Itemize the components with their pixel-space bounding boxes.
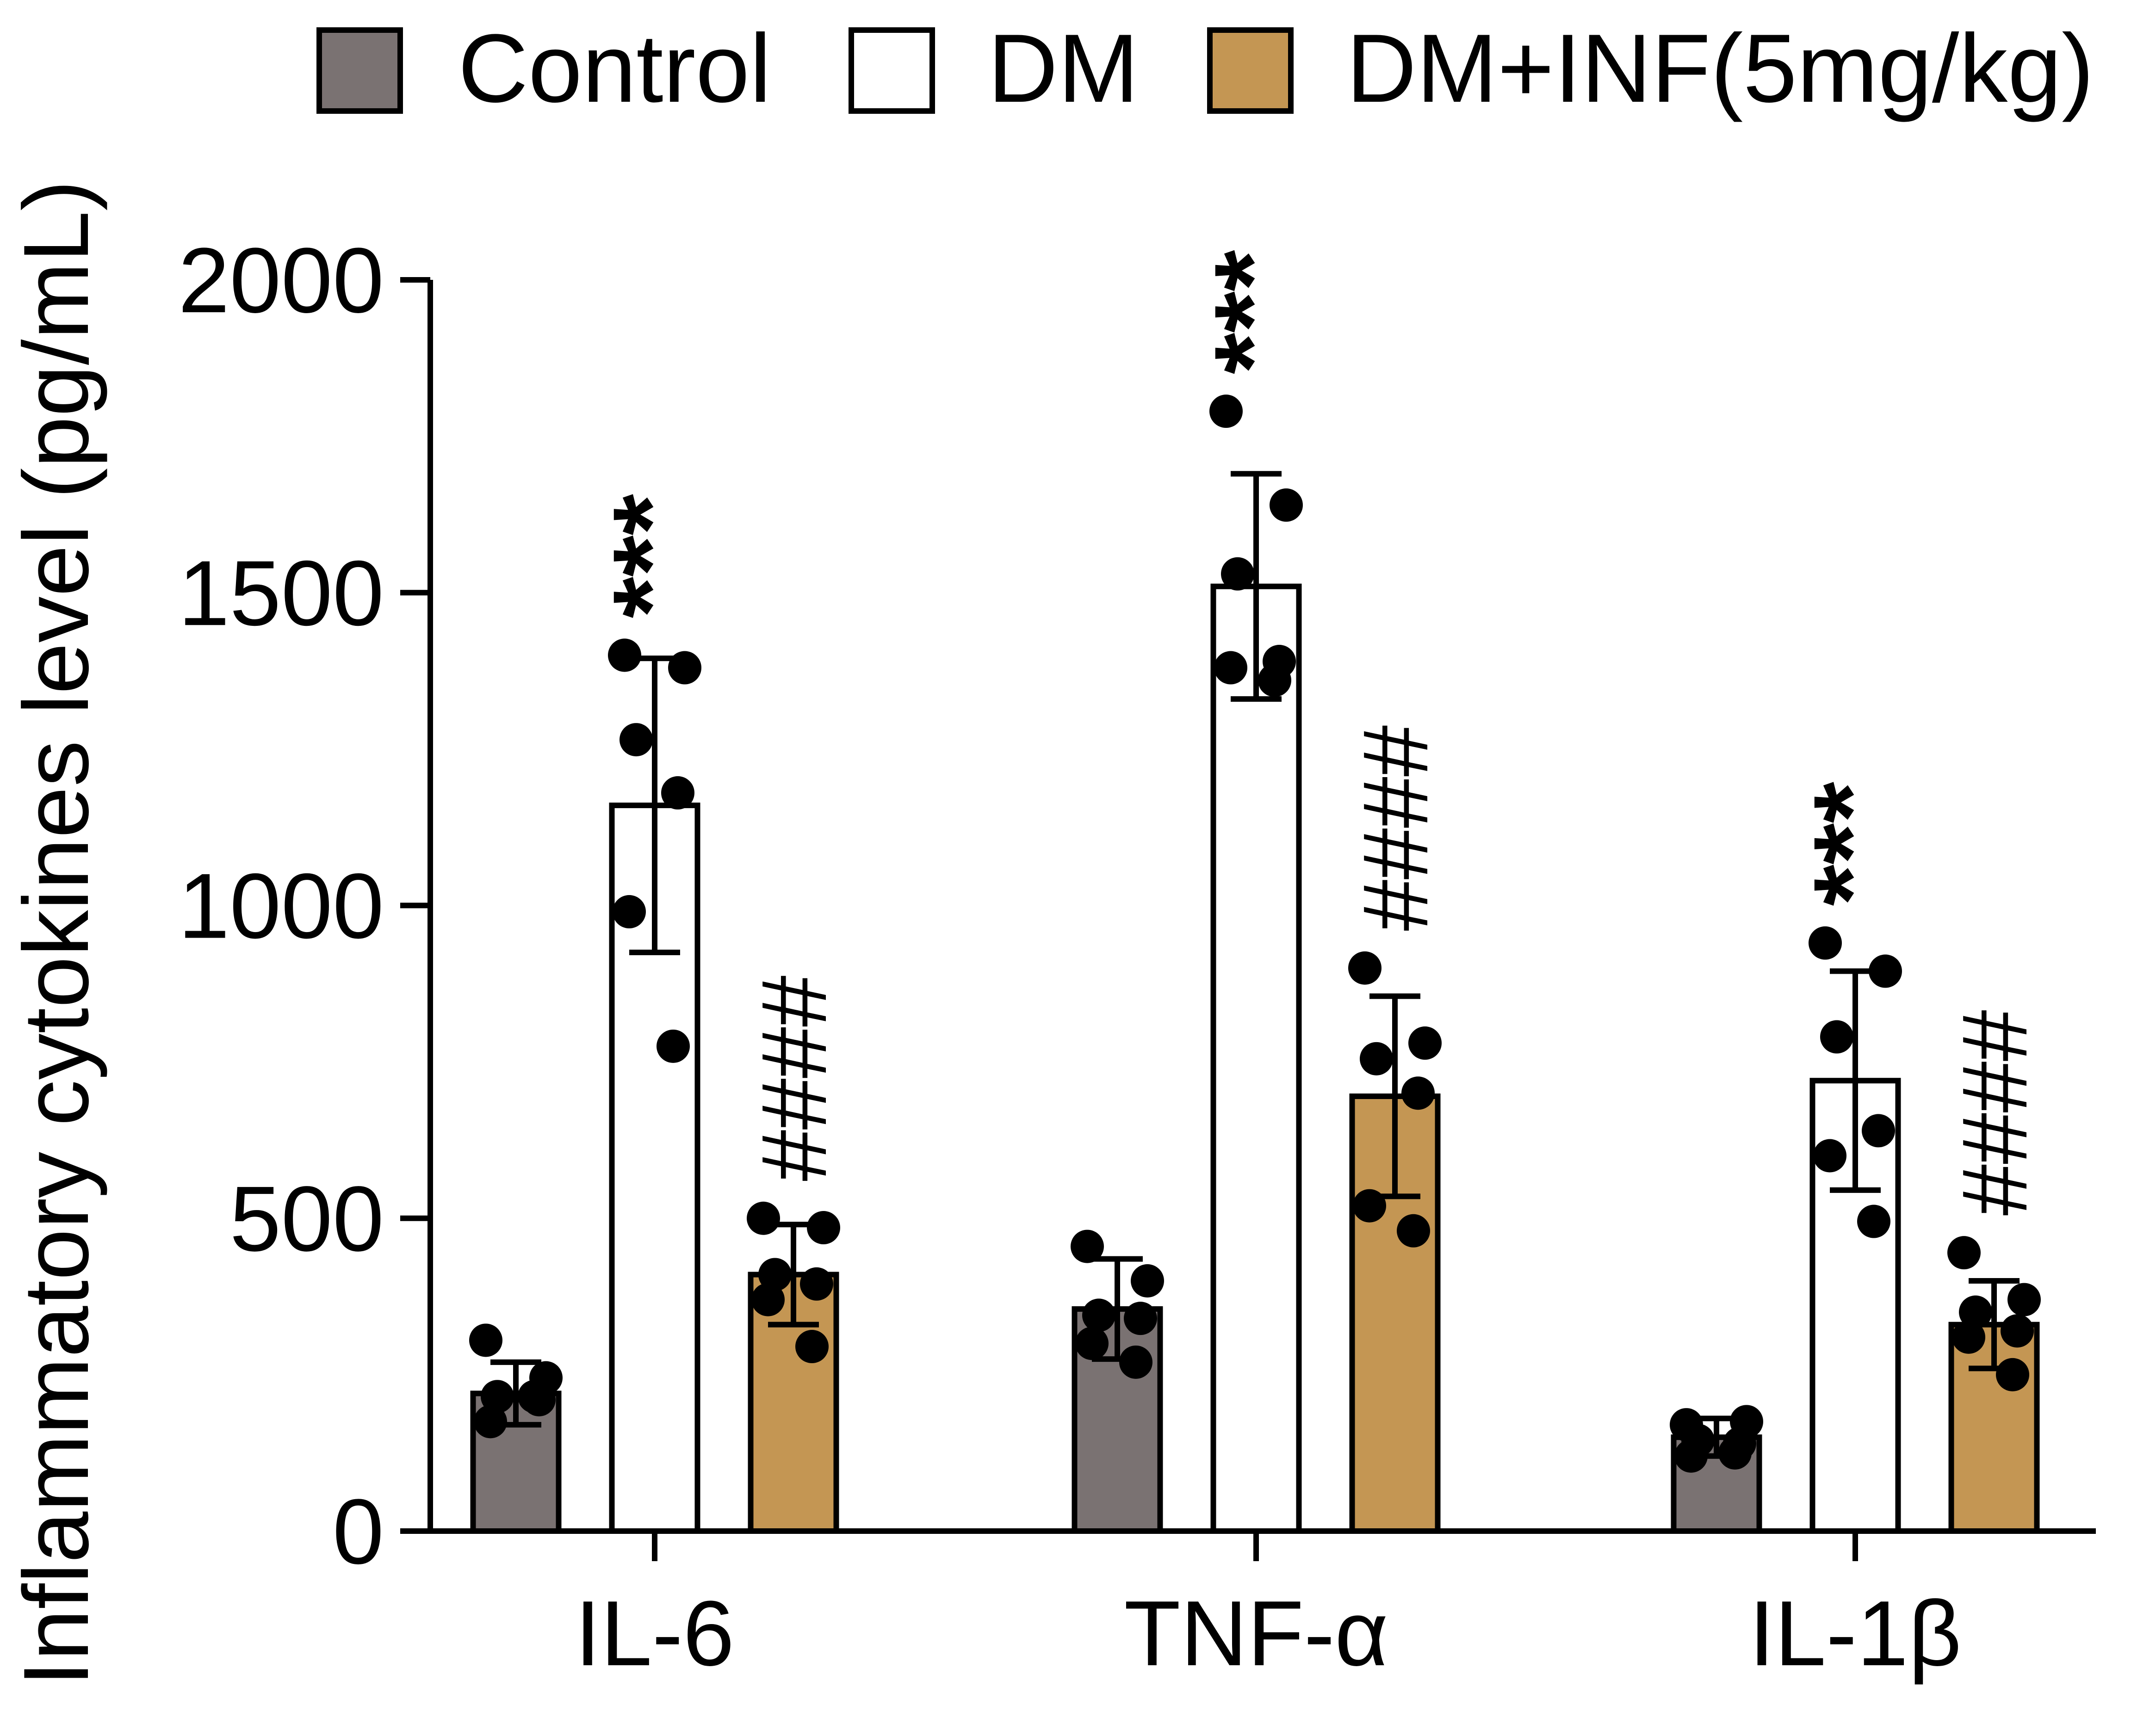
data-point-0-0-2 [481,1380,514,1414]
bars [470,583,2040,1534]
bar-1-1 [1210,583,1302,1534]
dm-inf-significance-1: #### [1344,725,1447,931]
data-point-1-1-1 [1270,488,1303,522]
significance-marks: *** *** *** #### #### #### [591,250,2046,1216]
y-tick-label-3: 1500 [178,542,384,645]
data-point-2-2-2 [1959,1295,1992,1329]
data-point-1-2-4 [1813,1139,1846,1173]
data-point-1-1-0 [1209,395,1243,428]
data-point-1-0-1 [668,651,701,685]
x-tick-label-0: IL-6 [575,1582,735,1685]
dm-significance-2: *** [1791,782,1910,906]
data-point-1-0-4 [613,895,646,929]
data-point-1-2-1 [1869,954,1902,988]
data-point-2-0-5 [795,1330,829,1364]
data-point-1-2-3 [1862,1114,1895,1148]
data-point-1-0-3 [661,776,694,810]
data-point-1-0-0 [608,638,641,672]
y-tick-label-0: 0 [333,1480,384,1583]
y-tick-label-1: 500 [229,1168,384,1271]
data-point-0-0-5 [518,1380,551,1414]
data-point-2-2-1 [2007,1283,2041,1316]
x-tick-label-1: TNF-α [1124,1582,1388,1685]
legend-label-2: DM+INF(5mg/kg) [1346,14,2094,123]
legend: Control DM DM+INF(5mg/kg) [316,14,2094,123]
data-point-1-2-5 [1857,1205,1890,1238]
data-point-1-0-2 [620,723,653,757]
data-point-0-1-1 [1131,1264,1164,1297]
legend-swatch-1 [849,27,935,114]
data-point-1-1-4 [1214,651,1247,685]
data-point-1-0-5 [657,1029,690,1063]
y-tick-label-2: 1000 [178,855,384,958]
data-point-1-1-5 [1258,663,1291,697]
data-point-2-2-3 [2001,1314,2034,1348]
data-point-2-0-1 [807,1211,840,1245]
data-point-2-0-2 [758,1258,792,1291]
y-tick-label-4: 2000 [178,229,384,332]
data-point-2-1-4 [1353,1189,1386,1223]
dm-significance-0: *** [591,494,710,618]
data-point-0-2-5 [1718,1436,1752,1470]
data-point-0-0-4 [474,1405,507,1439]
data-point-2-1-0 [1348,951,1382,985]
legend-label-0: Control [458,14,771,123]
dm-inf-significance-2: #### [1943,1010,2046,1216]
data-point-0-1-3 [1124,1302,1157,1335]
legend-label-1: DM [988,14,1139,123]
data-point-0-1-0 [1071,1229,1104,1263]
y-axis-label: Inflammatory cytokines level (pg/mL) [5,180,108,1687]
data-point-0-1-2 [1082,1298,1115,1332]
data-point-0-1-5 [1119,1345,1152,1379]
data-point-1-1-2 [1221,557,1254,591]
data-point-2-1-2 [1360,1042,1393,1075]
data-point-0-2-4 [1674,1439,1708,1473]
data-point-2-0-3 [800,1267,833,1301]
data-point-2-2-5 [1996,1358,2029,1391]
data-point-2-0-4 [751,1283,785,1316]
data-point-2-1-1 [1408,1026,1442,1060]
x-tick-label-2: IL-1β [1749,1582,1962,1685]
data-points [469,395,2041,1473]
data-point-1-2-0 [1809,926,1842,960]
axes: 0 500 1000 1500 2000 IL-6 TNF-α IL-1β [178,229,2096,1685]
data-point-0-1-4 [1075,1327,1109,1360]
data-point-1-2-2 [1820,1020,1853,1054]
dm-inf-significance-0: #### [743,976,846,1181]
legend-swatch-2 [1207,27,1294,114]
data-point-2-2-0 [1947,1236,1981,1270]
dm-significance-1: *** [1192,250,1311,374]
data-point-2-2-4 [1952,1320,1985,1354]
legend-swatch-0 [316,27,403,114]
data-point-2-0-0 [747,1201,780,1235]
data-point-2-1-3 [1401,1076,1435,1110]
data-point-2-1-5 [1397,1214,1430,1248]
data-point-0-0-0 [469,1323,502,1357]
